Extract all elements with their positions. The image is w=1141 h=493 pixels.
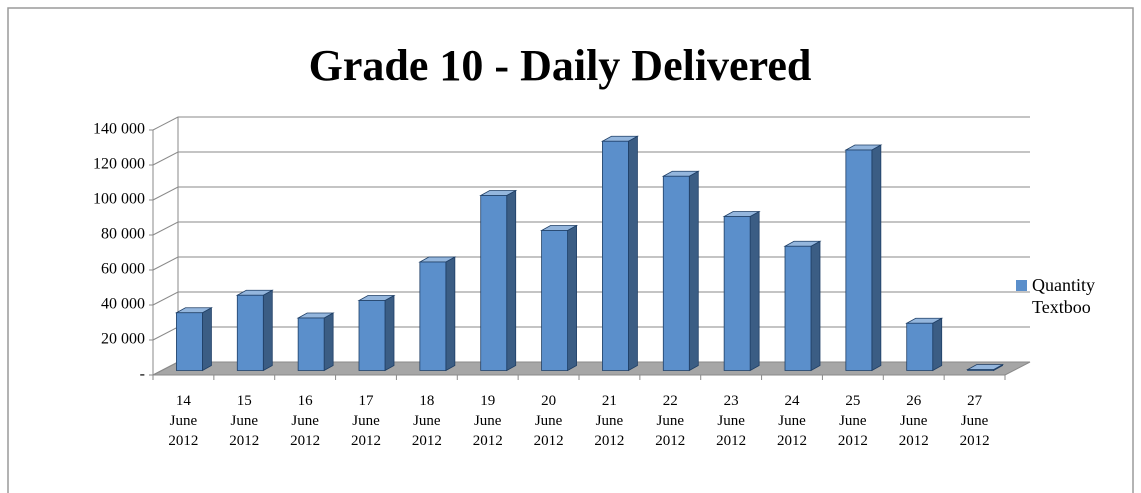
bar-side — [628, 135, 638, 372]
bar — [600, 135, 639, 372]
x-tick-label: 20 June 2012 — [533, 393, 564, 449]
x-tick-label: 23 June 2012 — [716, 393, 747, 449]
x-tick-label: 26 June 2012 — [898, 393, 929, 449]
y-tick-label: 100 000 — [93, 191, 145, 208]
bar-front — [784, 245, 812, 371]
bar-front — [541, 230, 568, 371]
bar-side — [871, 144, 882, 372]
bar-side — [506, 189, 517, 372]
x-tick-label: 21 June 2012 — [594, 393, 625, 449]
bar-front — [297, 317, 325, 371]
bar-side — [262, 289, 273, 372]
chart-title: Grade 10 - Daily Delivered — [309, 41, 812, 90]
bar — [844, 144, 883, 372]
bar — [174, 307, 213, 372]
x-tick-label: 24 June 2012 — [777, 393, 807, 449]
y-tick-label: 20 000 — [101, 331, 145, 348]
bar — [722, 210, 761, 372]
bar-front — [602, 140, 629, 371]
x-tick-label: 15 June 2012 — [229, 393, 260, 449]
x-tick-label: 16 June 2012 — [290, 393, 321, 449]
legend-swatch — [1016, 280, 1027, 291]
x-tick-label: 14 June 2012 — [168, 393, 199, 449]
bar-front — [358, 300, 386, 371]
bar — [905, 317, 944, 372]
bar — [966, 363, 1005, 372]
bar-side — [749, 210, 760, 372]
bar-front — [967, 369, 994, 371]
bar-side — [323, 312, 334, 372]
legend-label: Quantity Textboo — [1032, 275, 1095, 317]
x-tick-label: 17 June 2012 — [351, 393, 381, 449]
y-tick-label: 120 000 — [93, 156, 145, 173]
y-tick-label: - — [140, 366, 145, 383]
bar-side — [445, 256, 456, 372]
bar-front — [906, 322, 934, 371]
bar — [540, 224, 579, 372]
grid-line — [152, 151, 1030, 166]
bar — [661, 170, 700, 372]
bar-front — [236, 294, 264, 371]
bar — [479, 189, 518, 372]
x-tick-label: 27 June 2012 — [959, 393, 990, 449]
bar — [235, 289, 274, 372]
bar-side — [810, 240, 821, 372]
bar-front — [419, 261, 447, 371]
y-tick-label: 60 000 — [101, 261, 145, 278]
x-tick-label: 19 June 2012 — [472, 393, 503, 449]
x-tick-label: 25 June 2012 — [837, 393, 868, 449]
bar-front — [662, 175, 690, 371]
bar-side — [202, 307, 212, 372]
bar-front — [480, 195, 508, 371]
bar-front — [723, 216, 751, 371]
bar — [296, 312, 335, 372]
bar-side — [688, 170, 699, 372]
grid-line — [152, 116, 1030, 131]
bar-side — [567, 224, 577, 372]
y-tick-label: 40 000 — [101, 296, 145, 313]
y-tick-label: 80 000 — [101, 226, 145, 243]
y-tick-label: 140 000 — [93, 121, 145, 138]
grid-line — [152, 186, 1030, 201]
bar — [783, 240, 822, 372]
bar-side — [384, 294, 395, 372]
floor — [152, 361, 1031, 376]
bar-front — [176, 312, 203, 371]
x-tick-label: 22 June 2012 — [655, 393, 686, 449]
bar — [418, 256, 457, 372]
bar-front — [845, 149, 873, 371]
bar — [357, 294, 396, 372]
bar-side — [932, 317, 943, 372]
x-tick-label: 18 June 2012 — [411, 393, 442, 449]
